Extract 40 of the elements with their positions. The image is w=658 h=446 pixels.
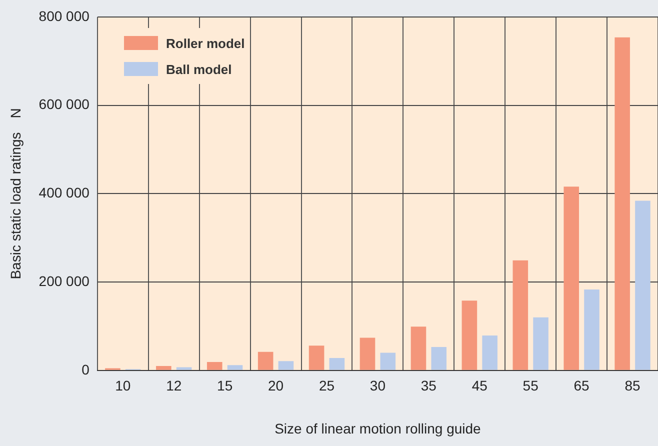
y-tick-label: 600 000 xyxy=(38,96,90,112)
bar xyxy=(380,352,396,370)
x-tick-label: 20 xyxy=(268,378,284,394)
legend-label: Roller model xyxy=(166,36,245,50)
bar xyxy=(584,290,600,370)
y-tick-label: 400 000 xyxy=(38,184,90,201)
bar xyxy=(431,346,447,370)
bar xyxy=(512,260,528,370)
x-tick-label: 10 xyxy=(115,378,131,394)
x-axis-title: Size of linear motion rolling guide xyxy=(274,420,482,436)
x-tick-label: 55 xyxy=(522,378,539,394)
bar xyxy=(462,300,478,370)
bar xyxy=(564,186,580,370)
bar xyxy=(156,366,172,370)
bar xyxy=(635,200,650,370)
x-tick-label: 35 xyxy=(420,378,437,394)
y-tick-label: 200 000 xyxy=(38,272,90,289)
bar xyxy=(533,317,548,370)
x-tick-label: 30 xyxy=(370,378,386,394)
x-tick-label: 85 xyxy=(624,378,641,394)
bar xyxy=(176,367,192,370)
x-tick-label: 45 xyxy=(472,378,488,394)
bar xyxy=(329,358,345,370)
y-tick-label: 800 000 xyxy=(38,8,90,24)
bar xyxy=(227,365,243,370)
x-tick-label: 65 xyxy=(574,378,590,394)
x-tick-label: 15 xyxy=(217,378,233,394)
x-tick-label: 12 xyxy=(166,378,182,394)
bar xyxy=(360,338,376,370)
bar xyxy=(410,326,426,370)
x-tick-label: 25 xyxy=(318,378,335,394)
bar xyxy=(614,37,630,370)
y-axis-title: Basic static load ratings N xyxy=(7,108,24,280)
bar xyxy=(278,361,294,370)
bar xyxy=(482,336,498,370)
bar xyxy=(206,362,222,370)
bar xyxy=(308,346,324,370)
bar xyxy=(258,352,274,370)
legend-label: Ball model xyxy=(166,62,232,76)
y-tick-label: 0 xyxy=(82,361,90,378)
